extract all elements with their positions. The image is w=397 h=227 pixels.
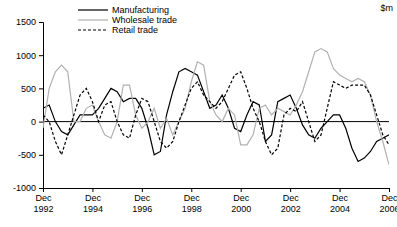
legend-swatch bbox=[78, 9, 108, 10]
zero-line bbox=[43, 121, 389, 122]
y-tick-label: 1500 bbox=[16, 17, 36, 27]
y-tick-label: 500 bbox=[21, 84, 36, 94]
legend: ManufacturingWholesale tradeRetail trade bbox=[78, 5, 177, 35]
x-tick: Dec1992 bbox=[33, 188, 53, 214]
x-tick-mark bbox=[340, 188, 341, 192]
x-axis-line bbox=[44, 189, 390, 193]
x-axis: Dec1992 Dec1994 Dec1996 Dec1998 Dec2000 Dec20… bbox=[33, 188, 397, 214]
plot-lines bbox=[43, 49, 389, 165]
x-tick-mark bbox=[43, 188, 44, 192]
x-tick: Dec1994 bbox=[83, 188, 103, 214]
y-tick-label: 1000 bbox=[16, 51, 36, 61]
chart: -1000-500050010001500Dec1992Dec1994Dec19… bbox=[0, 0, 397, 227]
x-tick-mark bbox=[142, 188, 143, 192]
y-tick-mark bbox=[39, 188, 43, 189]
legend-label: Retail trade bbox=[112, 25, 158, 35]
y-tick-mark bbox=[39, 55, 43, 56]
y-tick: 0 bbox=[31, 117, 43, 127]
x-tick-label: Dec1992 bbox=[33, 193, 53, 213]
legend-swatch bbox=[78, 29, 108, 30]
x-tick-label: Dec2002 bbox=[281, 193, 301, 213]
x-tick-label: Dec1998 bbox=[182, 193, 202, 213]
y-axis-title: $m bbox=[380, 3, 393, 13]
y-tick-mark bbox=[39, 88, 43, 89]
x-tick-mark bbox=[389, 188, 390, 192]
y-tick: 500 bbox=[21, 84, 43, 94]
x-tick-mark bbox=[92, 188, 93, 192]
y-tick-mark bbox=[39, 22, 43, 23]
x-tick-label: Dec1996 bbox=[132, 193, 152, 213]
x-tick: Dec2004 bbox=[330, 188, 350, 214]
x-tick: Dec2000 bbox=[231, 188, 251, 214]
x-tick: Dec2006 bbox=[379, 188, 397, 214]
y-tick-label: 0 bbox=[31, 117, 36, 127]
series-line bbox=[43, 49, 389, 165]
y-axis-line bbox=[39, 23, 44, 189]
y-tick-mark bbox=[39, 122, 43, 123]
y-axis: -1000 -500 0 500 1000 1500 bbox=[13, 17, 44, 193]
x-tick-label: Dec2006 bbox=[379, 193, 397, 213]
y-tick: -500 bbox=[18, 150, 43, 160]
y-tick-label: -1000 bbox=[13, 183, 36, 193]
x-tick: Dec1996 bbox=[132, 188, 152, 214]
x-tick-label: Dec2000 bbox=[231, 193, 251, 213]
x-tick-label: Dec1994 bbox=[83, 193, 103, 213]
legend-label: Manufacturing bbox=[112, 5, 169, 15]
x-tick-mark bbox=[241, 188, 242, 192]
legend-swatch bbox=[78, 19, 108, 20]
x-tick-mark bbox=[191, 188, 192, 192]
x-tick-mark bbox=[290, 188, 291, 192]
y-tick: -1000 bbox=[13, 183, 43, 193]
x-tick-label: Dec2004 bbox=[330, 193, 350, 213]
series-line bbox=[43, 72, 389, 155]
x-tick: Dec1998 bbox=[182, 188, 202, 214]
legend-label: Wholesale trade bbox=[112, 15, 177, 25]
y-tick: 1500 bbox=[16, 17, 43, 27]
y-tick: 1000 bbox=[16, 51, 43, 61]
y-tick-mark bbox=[39, 155, 43, 156]
y-tick-label: -500 bbox=[18, 150, 36, 160]
x-tick: Dec2002 bbox=[281, 188, 301, 214]
